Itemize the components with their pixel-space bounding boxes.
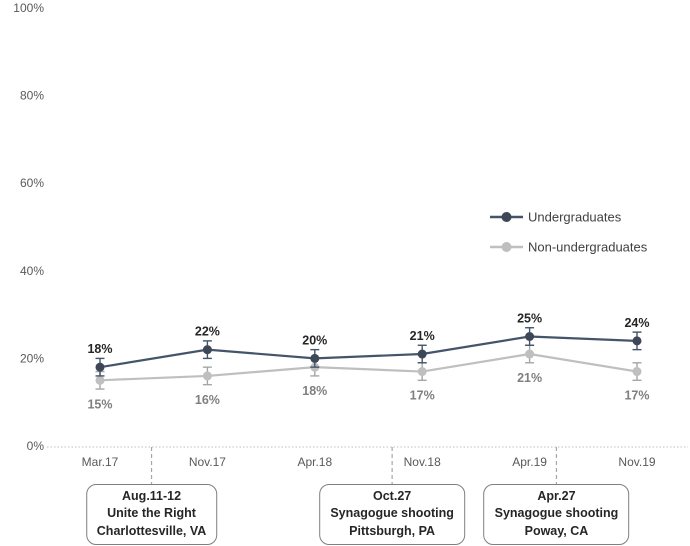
non-undergraduates-data-label-2: 18%	[302, 384, 327, 398]
undergraduates-data-label-0: 18%	[87, 342, 112, 356]
non-undergraduates-data-label-1: 16%	[195, 393, 220, 407]
y-tick-label-0: 0%	[27, 439, 45, 453]
undergraduates-data-label-2: 20%	[302, 333, 327, 347]
non-undergraduates-marker-1	[202, 371, 212, 381]
x-tick-label-2: Apr.18	[297, 455, 332, 469]
non-undergraduates-data-label-3: 17%	[410, 389, 435, 403]
undergraduates-marker-2	[310, 353, 320, 363]
undergraduates-marker-0	[95, 362, 105, 372]
non-undergraduates-data-label-5: 17%	[624, 389, 649, 403]
undergraduates-marker-3	[417, 349, 427, 359]
event-date: Aug.11-12	[122, 489, 182, 503]
undergraduates-data-label-3: 21%	[410, 329, 435, 343]
undergraduates-marker-5	[632, 336, 642, 346]
x-tick-label-3: Nov.18	[404, 455, 441, 469]
undergraduates-data-label-5: 24%	[624, 316, 649, 330]
non-undergraduates-data-label-4: 21%	[517, 371, 542, 385]
event-location: Poway, CA	[524, 523, 589, 538]
y-tick-label-100: 100%	[13, 1, 44, 15]
undergraduates-data-label-1: 22%	[195, 325, 220, 339]
non-undergraduates-line	[99, 352, 638, 382]
event-box-pittsburgh: Oct.27 Synagogue shooting Pittsburgh, PA	[319, 484, 465, 545]
undergraduates-marker-1	[202, 345, 212, 355]
x-tick-label-0: Mar.17	[82, 455, 119, 469]
x-tick-label-5: Nov.19	[618, 455, 655, 469]
x-tick-label-1: Nov.17	[189, 455, 226, 469]
legend-marker-non-undergraduates	[501, 242, 512, 252]
undergraduates-marker-4	[525, 332, 535, 341]
y-tick-label-80: 80%	[20, 89, 44, 103]
non-undergraduates-marker-0	[95, 375, 105, 385]
legend-label-non-undergraduates: Non-undergraduates	[528, 240, 648, 255]
y-tick-label-60: 60%	[20, 176, 44, 190]
event-location: Pittsburgh, PA	[349, 523, 436, 538]
event-date: Apr.27	[537, 489, 576, 503]
event-location: Charlottesville, VA	[96, 523, 207, 538]
x-tick-label-4: Apr.19	[512, 455, 547, 469]
undergraduates-data-label-4: 25%	[517, 312, 542, 326]
non-undergraduates-marker-3	[417, 367, 427, 377]
event-title: Unite the Right	[107, 506, 196, 521]
event-box-poway: Apr.27 Synagogue shooting Poway, CA	[483, 484, 630, 545]
non-undergraduates-data-label-0: 15%	[87, 397, 112, 411]
event-title: Synagogue shooting	[494, 506, 619, 521]
y-tick-label-40: 40%	[20, 264, 44, 278]
undergraduates-line	[99, 335, 638, 369]
event-title: Synagogue shooting	[330, 506, 454, 521]
non-undergraduates-marker-5	[632, 367, 642, 377]
event-box-charlottesville: Aug.11-12 Unite the Right Charlottesvill…	[85, 484, 218, 545]
y-tick-label-20: 20%	[20, 351, 44, 365]
event-date: Oct.27	[373, 489, 412, 503]
legend-label-undergraduates: Undergraduates	[528, 210, 622, 225]
non-undergraduates-marker-4	[525, 349, 535, 359]
legend-marker-undergraduates	[501, 212, 512, 222]
